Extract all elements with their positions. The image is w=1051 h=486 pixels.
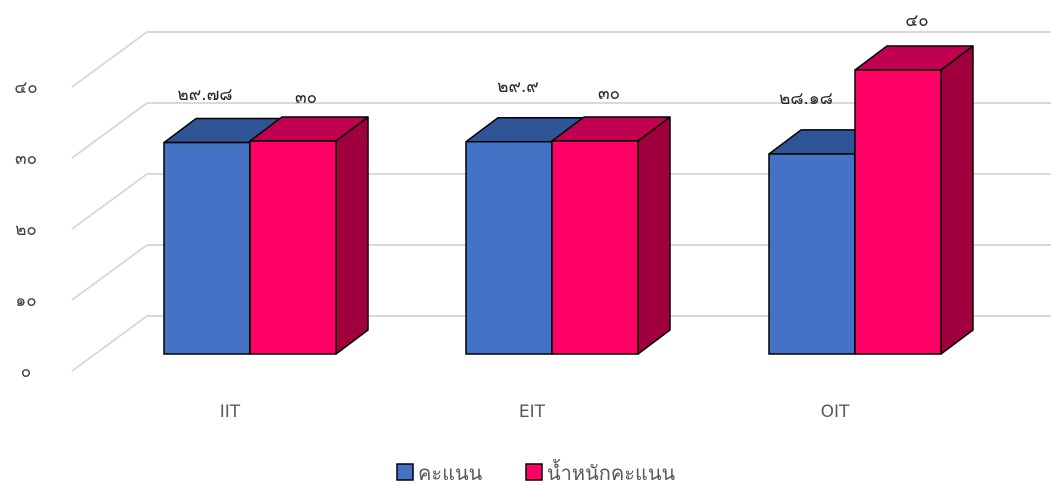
legend-label-weight: น้ำหนักคะแนน [547,459,676,485]
bar-side-น้ำหนักคะแนน [940,45,974,355]
legend-swatch-weight [525,463,543,481]
legend-label-score: คะแนน [418,461,483,485]
data-label: ๒๙.๗๘ [178,85,233,105]
bar-EIT-weight [551,140,639,355]
bar-IIT-weight [249,140,337,355]
y-tick-label: ๑๐ [15,291,36,311]
x-tick-label: IIT [220,402,241,422]
bar-IIT-score [163,141,251,355]
bar-OIT-score [768,153,856,355]
data-label: ๒๘.๑๘ [779,89,833,109]
gridline-diagonal [71,31,148,88]
data-label: ๔๐ [905,11,928,31]
x-tick-label: EIT [519,402,546,422]
y-tick-label: ๓๐ [15,149,37,169]
gridline-diagonal [71,244,148,301]
bar-EIT-score [465,140,553,355]
gridline-diagonal [71,173,148,230]
bar-side-น้ำหนักคะแนน [637,116,671,355]
x-tick-label: OIT [821,402,850,422]
gridline-diagonal [71,102,148,159]
y-tick-label: ๒๐ [15,220,37,240]
y-tick-label: ๔๐ [14,78,37,98]
data-label: ๒๙.๙ [497,77,539,97]
gridline-diagonal [71,315,148,372]
data-label: ๓๐ [295,88,317,108]
bar-side-น้ำหนักคะแนน [335,116,369,355]
bar-OIT-weight [854,69,942,355]
y-tick-label: ๐ [21,362,31,382]
legend-swatch-score [396,463,414,481]
data-label: ๓๐ [598,84,620,104]
